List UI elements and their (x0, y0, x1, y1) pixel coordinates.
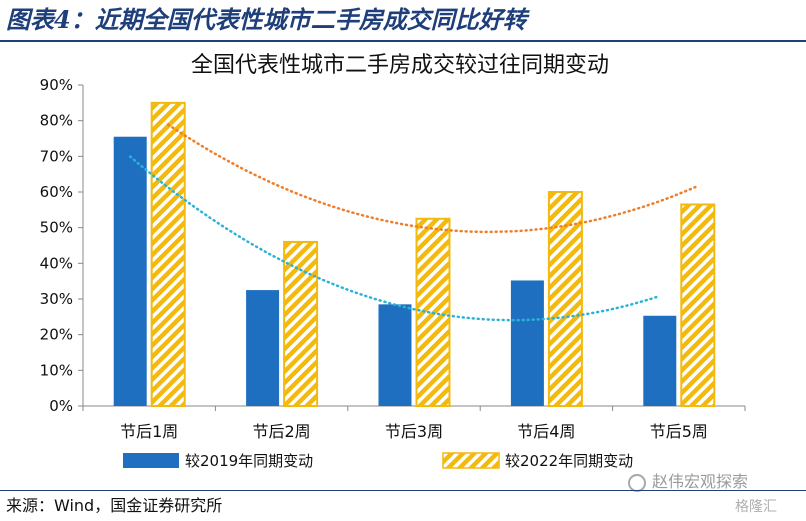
watermark-text: 赵伟宏观探索 (652, 472, 749, 491)
y-tick-label: 60% (40, 183, 73, 201)
bar-2019 (510, 280, 544, 406)
x-tick-label: 节后3周 (385, 422, 443, 441)
x-tick-label: 节后1周 (120, 422, 178, 441)
legend-swatch (442, 452, 500, 469)
source-rule (0, 490, 806, 491)
y-tick-label: 70% (40, 147, 73, 165)
title-rule (0, 40, 806, 42)
figure-title: 图表4：近期全国代表性城市二手房成交同比好转 (6, 5, 527, 34)
legend-swatch (123, 453, 179, 468)
chart-title: 全国代表性城市二手房成交较过往同期变动 (191, 53, 609, 78)
y-tick-label: 0% (49, 397, 73, 415)
y-tick-label: 20% (40, 326, 73, 344)
chart: 全国代表性城市二手房成交较过往同期变动 0% 10% 20% 30% 40% 50% 60%… (40, 53, 746, 470)
bar-2022 (150, 101, 186, 407)
x-tick-label: 节后4周 (517, 422, 575, 441)
y-tick-label: 90% (40, 76, 73, 94)
bar-2019 (643, 315, 677, 406)
source-note: 来源：Wind，国金证券研究所 (6, 496, 223, 515)
x-tick-label: 节后5周 (650, 422, 708, 441)
y-tick-label: 40% (40, 254, 73, 272)
bar-2019 (378, 304, 412, 406)
plot-area: 0% 10% 20% 30% 40% 50% 60% 70% 80% 90% 节后1周 节后2周 节后3… (40, 76, 746, 441)
wechat-icon (628, 473, 646, 492)
trendline-2022 (166, 123, 700, 234)
legend-label: 较2019年同期变动 (185, 452, 313, 470)
trendline-2019 (128, 155, 662, 322)
bar-2022 (283, 240, 319, 407)
y-tick-label: 50% (40, 219, 73, 237)
legend: 较2019年同期变动 较2022年同期变动 (123, 452, 633, 470)
x-tick-label: 节后2周 (253, 422, 311, 441)
bar-2019 (246, 290, 280, 406)
watermark-small: 格隆汇 (735, 499, 777, 515)
y-tick-label: 30% (40, 290, 73, 308)
y-tick-label: 10% (40, 361, 73, 379)
bar-2022 (680, 203, 716, 407)
bar-2019 (113, 136, 147, 406)
legend-label: 较2022年同期变动 (505, 452, 633, 470)
y-tick-label: 80% (40, 112, 73, 130)
